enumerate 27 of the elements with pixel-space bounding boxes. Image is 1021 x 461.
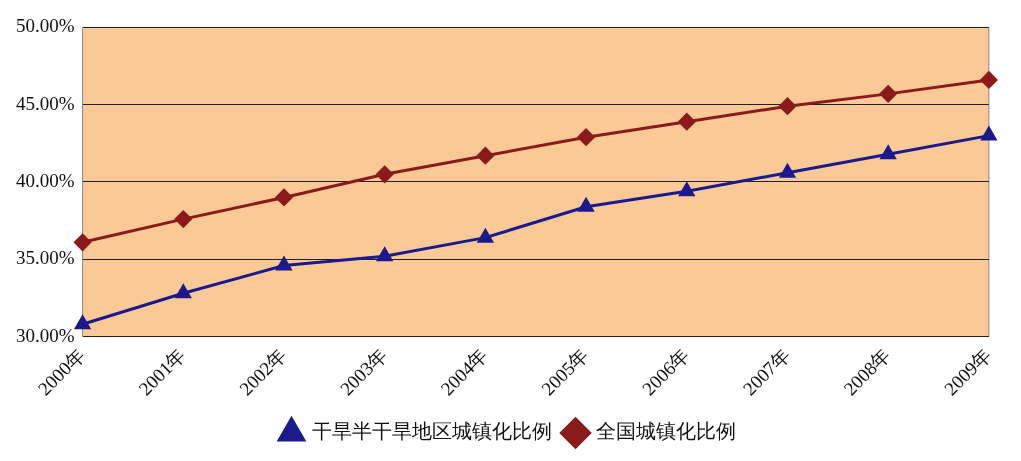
y-tick-label: 30.00% bbox=[16, 324, 75, 346]
point bbox=[476, 147, 494, 165]
point bbox=[980, 71, 998, 89]
point bbox=[678, 113, 696, 131]
point bbox=[578, 198, 594, 212]
y-tick-label: 50.00% bbox=[16, 15, 75, 37]
y-tick-label: 40.00% bbox=[16, 169, 75, 191]
point bbox=[175, 284, 191, 299]
y-tick-label: 45.00% bbox=[16, 92, 75, 114]
point bbox=[74, 233, 92, 251]
point bbox=[276, 256, 292, 271]
point bbox=[75, 315, 91, 330]
point bbox=[577, 128, 595, 146]
point bbox=[376, 165, 394, 183]
point bbox=[679, 182, 695, 197]
point bbox=[879, 85, 897, 103]
point bbox=[981, 127, 997, 141]
y-tick-label: 35.00% bbox=[16, 247, 75, 269]
point bbox=[377, 247, 393, 262]
legend-label: 全国城镇化比例 bbox=[595, 419, 736, 444]
point bbox=[174, 210, 192, 228]
point bbox=[880, 145, 896, 160]
legend-label: 干旱半干旱地区城镇化比例 bbox=[311, 419, 552, 444]
point bbox=[778, 97, 796, 115]
point bbox=[779, 164, 796, 178]
point bbox=[477, 229, 493, 243]
point bbox=[275, 188, 293, 206]
